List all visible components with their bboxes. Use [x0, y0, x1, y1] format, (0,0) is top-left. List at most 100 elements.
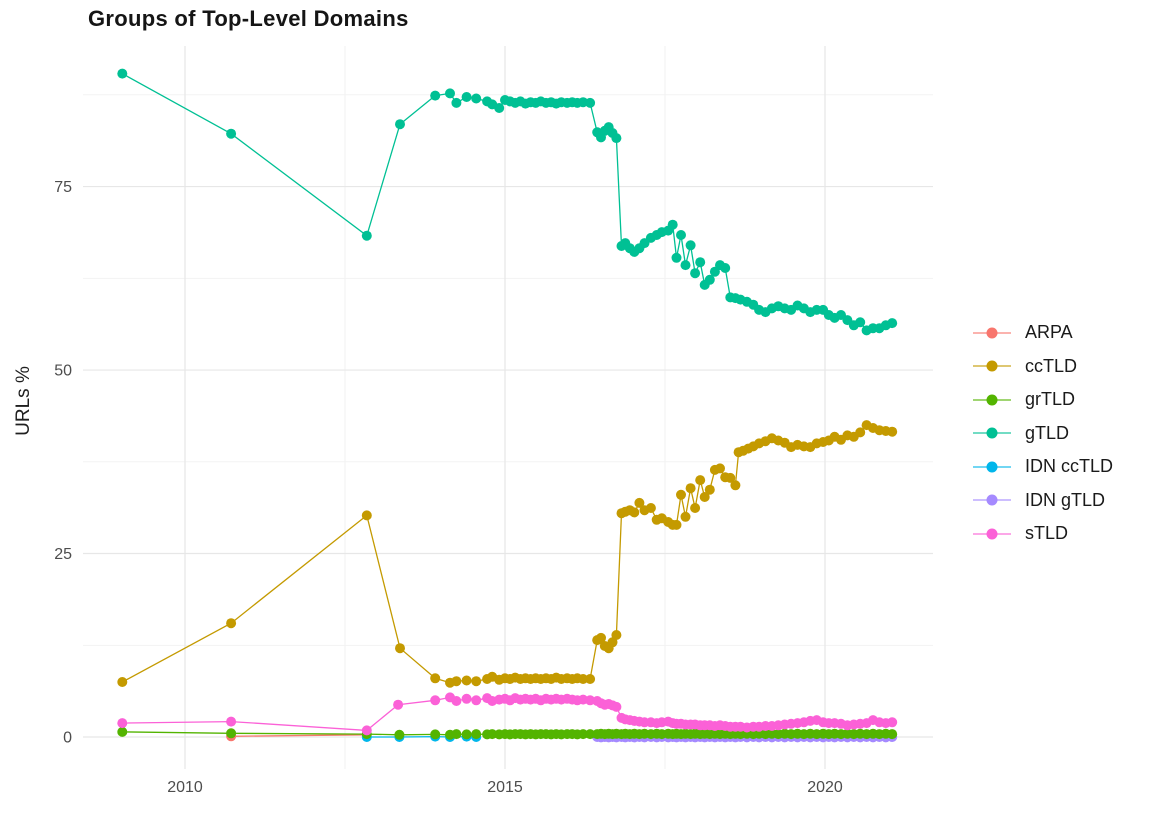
data-point-ccTLD [629, 507, 640, 518]
data-point-gTLD [690, 268, 701, 279]
data-point-ccTLD [887, 426, 898, 437]
legend-key-dot [986, 494, 998, 506]
legend-label: sTLD [1025, 523, 1069, 544]
data-point-ccTLD [395, 643, 405, 654]
data-point-ccTLD [730, 480, 741, 491]
data-point-ccTLD [461, 675, 472, 686]
data-point-gTLD [671, 252, 682, 263]
data-point-sTLD [451, 696, 462, 706]
data-point-ccTLD [611, 630, 622, 640]
data-point-ccTLD [704, 484, 715, 495]
data-point-sTLD [471, 695, 482, 706]
legend-key-dot [986, 461, 998, 473]
data-point-sTLD [887, 717, 898, 728]
data-point-gTLD [676, 230, 686, 240]
legend-item-grTLD: grTLD [973, 383, 1113, 417]
legend-key-dot [986, 394, 998, 406]
data-point-ccTLD [671, 519, 682, 530]
data-point-gTLD [361, 230, 372, 241]
data-point-ccTLD [695, 475, 706, 486]
data-point-ccTLD [430, 673, 441, 684]
legend-key-dot [986, 528, 998, 540]
data-point-grTLD [578, 729, 589, 740]
legend-key-dot [986, 427, 998, 439]
chart-title: Groups of Top-Level Domains [88, 6, 409, 31]
legend: ARPA ccTLD grTLD gTLD IDN ccTLD IDN gTLD sTLD [973, 316, 1113, 551]
data-point-ccTLD [855, 427, 866, 438]
data-point-gTLD [451, 97, 462, 108]
y-tick-label: 50 [54, 363, 72, 380]
data-point-ccTLD [471, 676, 482, 687]
data-point-grTLD [394, 729, 405, 740]
data-point-sTLD [461, 693, 472, 704]
legend-key-dot [986, 327, 998, 339]
data-point-gTLD [445, 88, 455, 99]
data-point-gTLD [667, 219, 678, 230]
legend-label: grTLD [1025, 389, 1076, 410]
data-point-sTLD [393, 699, 404, 710]
legend-key-icon [973, 394, 1011, 406]
data-point-ccTLD [685, 483, 696, 494]
series-line-ARPA [231, 734, 367, 737]
data-point-gTLD [585, 97, 596, 108]
data-point-gTLD [494, 103, 505, 113]
x-tick-label: 2010 [167, 779, 203, 796]
data-point-ccTLD [725, 472, 736, 483]
data-point-ccTLD [361, 510, 372, 521]
data-point-ccTLD [578, 674, 589, 684]
data-point-sTLD [117, 718, 128, 729]
legend-label: IDN ccTLD [1025, 456, 1114, 477]
data-point-gTLD [611, 133, 622, 144]
data-point-gTLD [695, 257, 706, 268]
legend-item-gTLD: gTLD [973, 417, 1113, 451]
data-point-sTLD [226, 716, 237, 727]
data-point-grTLD [487, 729, 498, 740]
legend-label: IDN gTLD [1025, 489, 1106, 510]
legend-item-ARPA: ARPA [973, 316, 1113, 350]
data-point-ccTLD [690, 503, 701, 513]
data-point-ccTLD [634, 497, 645, 508]
data-point-ccTLD [585, 674, 596, 684]
x-tick-label: 2020 [807, 779, 843, 796]
data-point-gTLD [226, 128, 237, 139]
legend-key-dot [986, 360, 998, 372]
data-point-grTLD [430, 729, 441, 740]
data-point-gTLD [855, 317, 866, 328]
data-point-grTLD [585, 729, 596, 740]
data-point-ccTLD [699, 492, 710, 502]
legend-key-icon [973, 528, 1011, 540]
data-point-sTLD [611, 701, 622, 712]
data-point-gTLD [720, 263, 731, 273]
legend-key-icon [973, 327, 1011, 339]
data-point-grTLD [887, 729, 898, 740]
legend-label: gTLD [1025, 422, 1070, 443]
data-point-gTLD [461, 92, 472, 102]
data-point-ccTLD [715, 463, 725, 474]
data-point-ccTLD [117, 677, 128, 687]
y-tick-label: 75 [54, 179, 72, 196]
data-point-gTLD [395, 119, 405, 130]
legend-key-icon [973, 461, 1011, 473]
data-point-gTLD [471, 93, 482, 104]
legend-label: ccTLD [1025, 355, 1078, 376]
data-point-ccTLD [680, 511, 691, 522]
data-point-gTLD [430, 90, 441, 101]
data-point-grTLD [117, 726, 128, 737]
data-point-grTLD [461, 729, 472, 740]
data-point-sTLD [430, 695, 441, 706]
series-line-gTLD [121, 73, 893, 332]
legend-item-ccTLD: ccTLD [973, 350, 1113, 384]
data-point-ccTLD [645, 503, 656, 513]
y-tick-label: 0 [63, 730, 72, 747]
legend-key-icon [973, 360, 1011, 372]
data-point-gTLD [685, 240, 696, 251]
legend-item-IDN-gTLD: IDN gTLD [973, 484, 1113, 518]
data-point-sTLD [361, 725, 372, 736]
data-point-ccTLD [596, 632, 606, 643]
data-point-gTLD [704, 274, 715, 285]
legend-key-icon [973, 427, 1011, 439]
data-point-gTLD [680, 260, 691, 271]
data-point-ccTLD [451, 676, 462, 687]
